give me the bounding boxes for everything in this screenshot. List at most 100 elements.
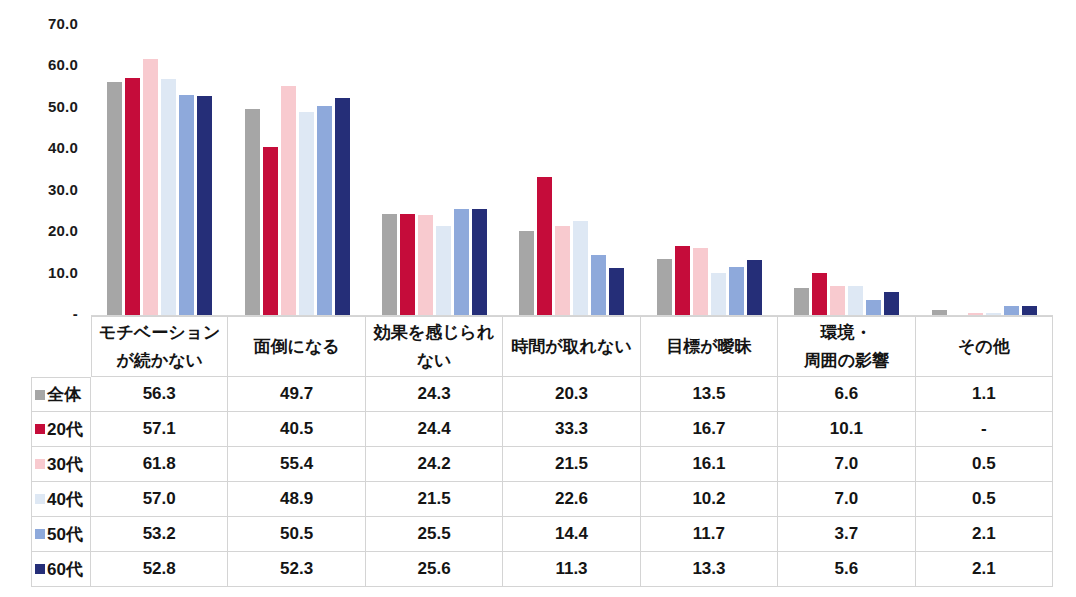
table-corner-cell: [31, 316, 91, 377]
legend-swatch-40代: [35, 494, 45, 504]
value-cell-30代-3: 24.2: [366, 447, 503, 482]
value-cell-40代-6: 7.0: [778, 482, 915, 517]
bar-50代-4: [591, 255, 606, 315]
bar-全体-4: [519, 231, 534, 315]
value-cell-20代-6: 10.1: [778, 412, 915, 447]
bar-30代-2: [281, 86, 296, 316]
bar-全体-5: [657, 259, 672, 315]
row-label-text: 50代: [47, 523, 83, 546]
y-tick-label: 10.0: [0, 263, 78, 280]
column-header-6: 環境・ 周囲の影響: [778, 316, 915, 377]
value-cell-20代-4: 33.3: [503, 412, 640, 447]
value-cell-40代-4: 22.6: [503, 482, 640, 517]
bar-group-1: [91, 0, 228, 315]
value-cell-30代-2: 55.4: [228, 447, 365, 482]
value-cell-60代-1: 52.8: [91, 552, 228, 587]
bar-60代-3: [472, 209, 487, 315]
y-tick-label: 30.0: [0, 180, 78, 197]
bar-50代-5: [729, 267, 744, 316]
value-cell-20代-3: 24.4: [366, 412, 503, 447]
column-header-3: 効果を感じられ ない: [366, 316, 503, 377]
row-label-60代: 60代: [31, 552, 91, 587]
legend-swatch-60代: [35, 564, 45, 574]
row-label-text: 40代: [47, 488, 83, 511]
value-cell-30代-5: 16.1: [641, 447, 778, 482]
legend-swatch-30代: [35, 459, 45, 469]
bar-group-5: [641, 0, 778, 315]
y-tick-label: 60.0: [0, 56, 78, 73]
bar-60代-5: [747, 260, 762, 315]
y-tick-label: 70.0: [0, 15, 78, 32]
row-label-50代: 50代: [31, 517, 91, 552]
value-cell-50代-4: 14.4: [503, 517, 640, 552]
bar-30代-5: [693, 248, 708, 315]
bar-全体-2: [245, 109, 260, 315]
bar-30代-3: [418, 215, 433, 315]
bar-40代-1: [161, 79, 176, 315]
bar-20代-6: [812, 273, 827, 315]
row-label-text: 全体: [47, 383, 81, 406]
row-label-20代: 20代: [31, 412, 91, 447]
bar-20代-4: [537, 177, 552, 315]
row-label-40代: 40代: [31, 482, 91, 517]
bar-全体-3: [382, 214, 397, 315]
legend-swatch-20代: [35, 424, 45, 434]
y-tick-label: 50.0: [0, 97, 78, 114]
value-cell-60代-4: 11.3: [503, 552, 640, 587]
value-cell-全体-1: 56.3: [91, 377, 228, 412]
grouped-bar-chart: 70.060.050.040.030.020.010.0-: [0, 0, 1076, 316]
data-table: モチベーション が続かない面倒になる効果を感じられ ない時間が取れない目標が曖昧…: [31, 316, 1053, 587]
value-cell-30代-4: 21.5: [503, 447, 640, 482]
bar-30代-7: [968, 313, 983, 315]
column-header-1: モチベーション が続かない: [91, 316, 228, 377]
bar-60代-6: [884, 292, 899, 315]
legend-swatch-全体: [35, 390, 45, 400]
value-cell-50代-7: 2.1: [916, 517, 1053, 552]
bar-40代-2: [299, 112, 314, 315]
bar-group-6: [778, 0, 915, 315]
y-tick-label: 40.0: [0, 139, 78, 156]
value-cell-60代-6: 5.6: [778, 552, 915, 587]
value-cell-全体-5: 13.5: [641, 377, 778, 412]
column-header-7: その他: [916, 316, 1053, 377]
bar-group-7: [916, 0, 1053, 315]
value-cell-20代-5: 16.7: [641, 412, 778, 447]
bar-40代-3: [436, 226, 451, 315]
bar-全体-1: [107, 82, 122, 315]
value-cell-全体-2: 49.7: [228, 377, 365, 412]
bar-group-4: [503, 0, 640, 315]
value-cell-20代-2: 40.5: [228, 412, 365, 447]
value-cell-40代-5: 10.2: [641, 482, 778, 517]
row-label-text: 30代: [47, 453, 83, 476]
plot-area: [91, 0, 1053, 316]
bar-group-3: [366, 0, 503, 315]
bar-30代-6: [830, 286, 845, 315]
value-cell-全体-6: 6.6: [778, 377, 915, 412]
y-tick-label: 20.0: [0, 222, 78, 239]
bar-40代-7: [986, 313, 1001, 315]
column-header-2: 面倒になる: [228, 316, 365, 377]
bar-50代-2: [317, 106, 332, 315]
row-label-30代: 30代: [31, 447, 91, 482]
column-header-4: 時間が取れない: [503, 316, 640, 377]
bar-20代-1: [125, 78, 140, 315]
row-label-text: 60代: [47, 558, 83, 581]
row-label-text: 20代: [47, 418, 83, 441]
y-axis: 70.060.050.040.030.020.010.0-: [0, 0, 78, 316]
bar-60代-1: [197, 96, 212, 315]
bar-60代-7: [1022, 306, 1037, 315]
bar-30代-1: [143, 59, 158, 315]
value-cell-50代-3: 25.5: [366, 517, 503, 552]
value-cell-60代-5: 13.3: [641, 552, 778, 587]
value-cell-60代-7: 2.1: [916, 552, 1053, 587]
value-cell-20代-1: 57.1: [91, 412, 228, 447]
bar-30代-4: [555, 226, 570, 315]
bar-全体-6: [794, 288, 809, 315]
value-cell-40代-2: 48.9: [228, 482, 365, 517]
bar-20代-2: [263, 147, 278, 315]
bar-40代-5: [711, 273, 726, 315]
value-cell-60代-3: 25.6: [366, 552, 503, 587]
value-cell-20代-7: -: [916, 412, 1053, 447]
value-cell-全体-4: 20.3: [503, 377, 640, 412]
bar-40代-6: [848, 286, 863, 315]
